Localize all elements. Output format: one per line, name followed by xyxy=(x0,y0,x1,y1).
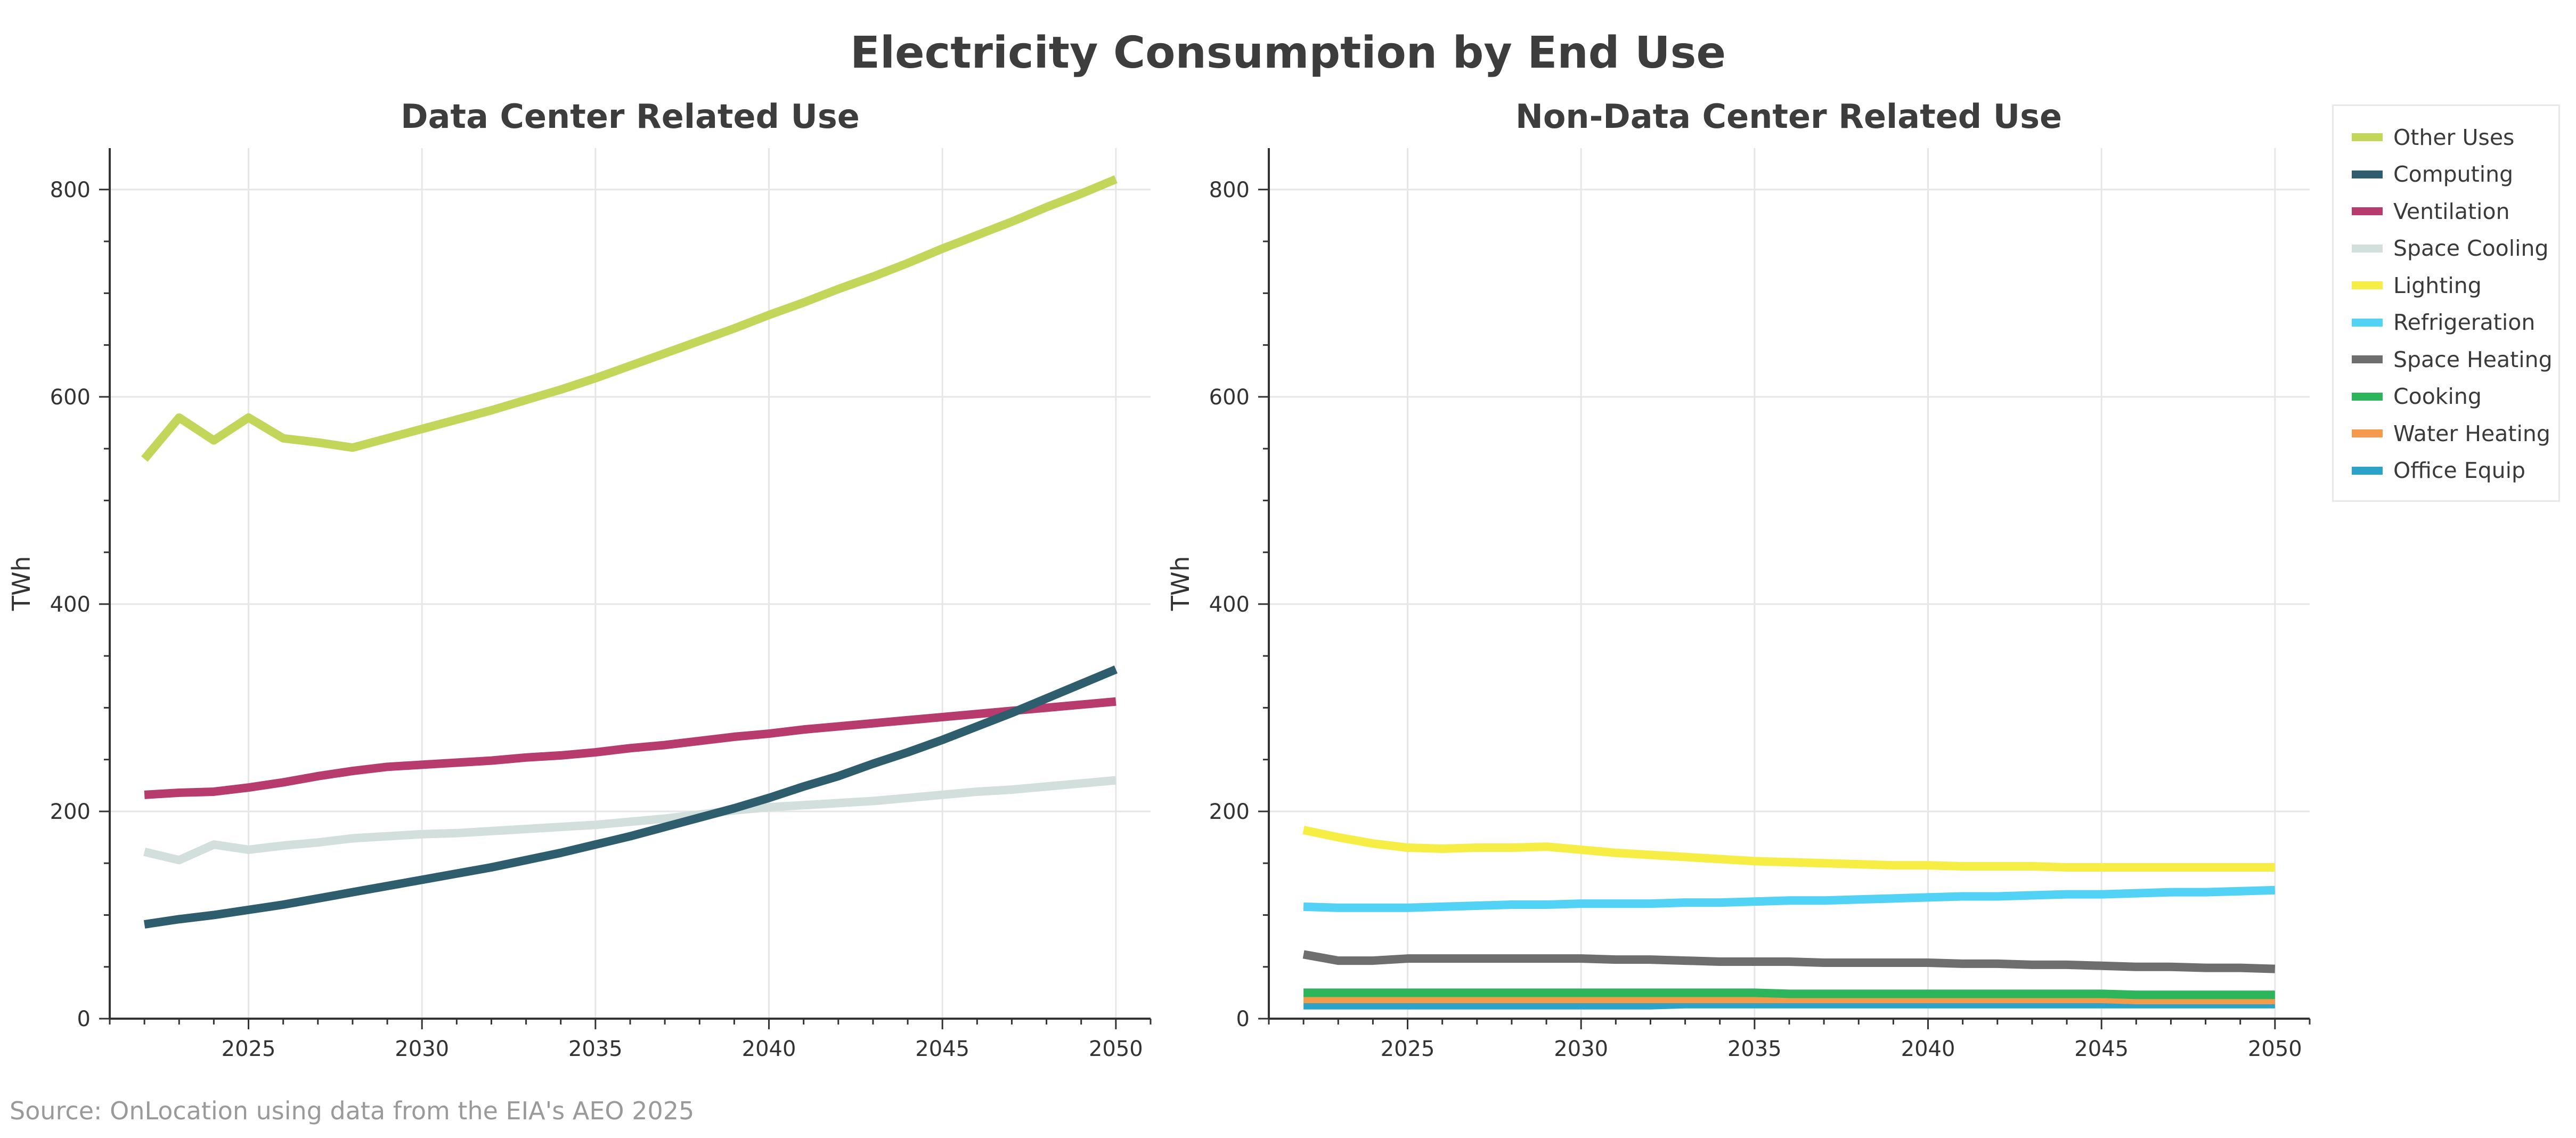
series-line-other-uses xyxy=(141,175,1118,462)
legend-swatch xyxy=(2352,281,2383,290)
legend-label: Computing xyxy=(2393,161,2514,188)
legend-item: Space Heating xyxy=(2334,341,2558,378)
legend-swatch xyxy=(2352,429,2383,438)
legend-swatch xyxy=(2352,392,2383,401)
chart-title: Electricity Consumption by End Use xyxy=(850,28,1726,78)
y-tick-label: 0 xyxy=(1236,1007,1250,1031)
y-axis-label: TWh xyxy=(1166,556,1195,612)
source-note: Source: OnLocation using data from the E… xyxy=(10,1096,695,1125)
legend-label: Cooking xyxy=(2393,384,2482,410)
legend-swatch xyxy=(2352,207,2383,216)
series-line-water-heating xyxy=(1303,995,2275,1004)
x-tick-label: 2030 xyxy=(1554,1037,1608,1061)
legend-swatch xyxy=(2352,133,2383,142)
series-line-refrigeration xyxy=(1303,885,2276,912)
legend-item: Computing xyxy=(2334,156,2558,193)
y-tick-label: 400 xyxy=(50,592,91,617)
legend-item: Ventilation xyxy=(2334,193,2558,230)
legend-item: Other Uses xyxy=(2334,119,2558,156)
x-tick-label: 2025 xyxy=(222,1037,276,1061)
x-tick-label: 2045 xyxy=(2074,1037,2129,1061)
series-line-space-heating xyxy=(1302,950,2276,973)
series-line-space-cooling xyxy=(143,776,1116,865)
y-tick-label: 800 xyxy=(50,178,91,202)
series-line-ventilation xyxy=(144,697,1116,799)
chart-panel: 2025 2030 2035 2040 2045 2050 0 200 400 600 800 TWh… xyxy=(1166,97,2311,1061)
legend-label: Space Cooling xyxy=(2393,235,2549,262)
chart-panel: 2025 2030 2035 2040 2045 2050 0 200 400 600 800 TWh… xyxy=(7,97,1152,1061)
legend-swatch xyxy=(2352,355,2383,364)
legend-label: Other Uses xyxy=(2393,124,2515,150)
series-line-lighting xyxy=(1302,826,2275,872)
panel-title: Non-Data Center Related Use xyxy=(1515,97,2062,136)
series-line-cooking xyxy=(1303,988,2275,999)
x-tick-label: 2035 xyxy=(568,1037,623,1061)
legend-item: Refrigeration xyxy=(2334,304,2558,342)
panel-title: Data Center Related Use xyxy=(401,97,860,136)
series-line-office-equip xyxy=(1303,999,2275,1010)
y-tick-label: 200 xyxy=(50,800,91,824)
legend-label: Office Equip xyxy=(2393,458,2526,484)
y-tick-label: 600 xyxy=(50,385,91,410)
x-tick-label: 2025 xyxy=(1381,1037,1435,1061)
y-tick-label: 200 xyxy=(1209,800,1250,824)
series-line-computing xyxy=(143,665,1118,929)
x-tick-label: 2050 xyxy=(2248,1037,2302,1061)
legend-label: Water Heating xyxy=(2393,420,2550,446)
y-tick-label: 800 xyxy=(1209,178,1250,202)
legend-label: Space Heating xyxy=(2393,346,2553,372)
legend-item: Water Heating xyxy=(2334,415,2558,452)
legend-swatch xyxy=(2352,466,2383,475)
y-axis-label: TWh xyxy=(7,556,36,612)
x-tick-label: 2035 xyxy=(1727,1037,1782,1061)
legend-item: Office Equip xyxy=(2334,452,2558,490)
legend-swatch xyxy=(2352,318,2383,327)
legend-item: Space Cooling xyxy=(2334,230,2558,267)
legend-label: Ventilation xyxy=(2393,198,2510,224)
y-tick-label: 600 xyxy=(1209,385,1250,410)
legend-label: Lighting xyxy=(2393,272,2482,298)
legend-item: Cooking xyxy=(2334,378,2558,416)
y-tick-label: 400 xyxy=(1209,592,1250,617)
legend-label: Refrigeration xyxy=(2393,310,2536,336)
legend-swatch xyxy=(2352,244,2383,253)
x-tick-label: 2040 xyxy=(742,1037,796,1061)
legend: Other Uses Computing Ventilation Space Cool… xyxy=(2332,104,2560,502)
y-tick-label: 0 xyxy=(77,1007,91,1031)
legend-swatch xyxy=(2352,170,2383,178)
x-tick-label: 2045 xyxy=(915,1037,969,1061)
x-tick-label: 2030 xyxy=(395,1037,449,1061)
x-tick-label: 2040 xyxy=(1901,1037,1955,1061)
legend-item: Lighting xyxy=(2334,267,2558,304)
x-tick-label: 2050 xyxy=(1089,1037,1143,1061)
